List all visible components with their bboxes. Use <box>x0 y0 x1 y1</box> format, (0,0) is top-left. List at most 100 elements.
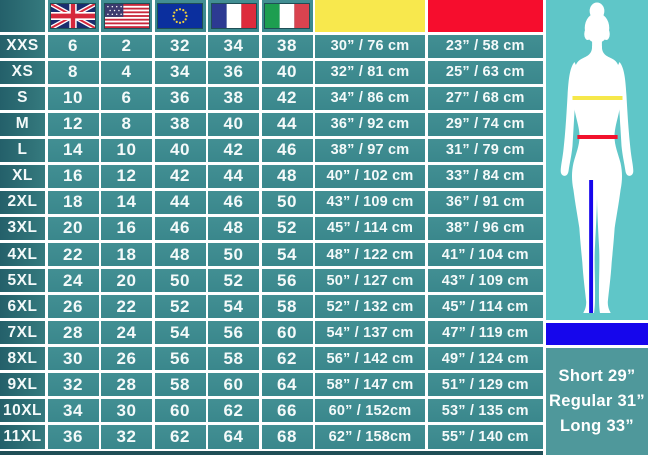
size-label-cell: L <box>0 138 45 163</box>
size-value-cell: 18 <box>47 190 99 215</box>
size-value-cell: 22 <box>101 294 152 319</box>
inseam-length-panel: Short 29” Regular 31” Long 33” <box>546 348 648 455</box>
measurement-cell: 29” / 74 cm <box>427 112 543 137</box>
size-value-cell: 48 <box>208 216 259 241</box>
measurement-cell: 38” / 96 cm <box>427 216 543 241</box>
size-value-cell: 28 <box>47 320 99 345</box>
size-value-cell: 22 <box>47 242 99 267</box>
chest-column-header-cell <box>315 0 425 32</box>
size-label-cell: 8XL <box>0 346 45 371</box>
size-value-cell: 30 <box>101 398 152 423</box>
length-option-short: Short 29” <box>558 367 636 385</box>
size-value-cell: 60 <box>154 398 206 423</box>
measurement-cell: 25” / 63 cm <box>427 60 543 85</box>
measurement-cell: 41” / 104 cm <box>427 242 543 267</box>
size-value-cell: 52 <box>154 294 206 319</box>
size-value-cell: 56 <box>208 320 259 345</box>
size-label-cell: 4XL <box>0 242 45 267</box>
size-value-cell: 36 <box>208 60 259 85</box>
length-option-long: Long 33” <box>560 417 634 435</box>
measurement-cell: 49” / 124 cm <box>427 346 543 371</box>
eu-flag-icon <box>157 3 203 29</box>
size-value-cell: 40 <box>208 112 259 137</box>
size-value-cell: 44 <box>154 190 206 215</box>
measurement-cell: 43” / 109 cm <box>315 190 425 215</box>
measurement-cell: 53” / 135 cm <box>427 398 543 423</box>
length-option-regular: Regular 31” <box>549 392 645 410</box>
size-label-cell: 9XL <box>0 372 45 397</box>
size-value-cell: 52 <box>261 216 313 241</box>
measurement-cell: 54” / 137 cm <box>315 320 425 345</box>
blue-divider-bar <box>546 323 648 345</box>
size-chart-table: XXS 6 2 32 34 38 30” / 76 cm 23” / 58 cm XS 8 4 34 3… <box>0 0 543 455</box>
size-value-cell: 48 <box>154 242 206 267</box>
size-value-cell: 10 <box>47 86 99 111</box>
size-value-cell: 16 <box>47 164 99 189</box>
size-value-cell: 4 <box>101 60 152 85</box>
size-value-cell: 38 <box>154 112 206 137</box>
size-value-cell: 18 <box>101 242 152 267</box>
female-body-silhouette-icon <box>560 2 634 313</box>
size-value-cell: 46 <box>261 138 313 163</box>
size-value-cell: 36 <box>154 86 206 111</box>
size-grid: XXS 6 2 32 34 38 30” / 76 cm 23” / 58 cm XS 8 4 34 3… <box>0 0 543 449</box>
size-value-cell: 66 <box>261 398 313 423</box>
size-label-cell: XL <box>0 164 45 189</box>
size-value-cell: 20 <box>101 268 152 293</box>
size-value-cell: 20 <box>47 216 99 241</box>
size-value-cell: 42 <box>261 86 313 111</box>
size-label-cell: 11XL <box>0 424 45 449</box>
size-value-cell: 56 <box>154 346 206 371</box>
size-value-cell: 42 <box>208 138 259 163</box>
size-value-cell: 34 <box>208 34 259 59</box>
size-value-cell: 62 <box>154 424 206 449</box>
size-value-cell: 60 <box>261 320 313 345</box>
size-value-cell: 40 <box>261 60 313 85</box>
size-value-cell: 6 <box>47 34 99 59</box>
size-value-cell: 30 <box>47 346 99 371</box>
size-value-cell: 58 <box>208 346 259 371</box>
france-column-header-cell <box>208 0 259 32</box>
size-label-cell: 6XL <box>0 294 45 319</box>
measurement-cell: 30” / 76 cm <box>315 34 425 59</box>
size-value-cell: 8 <box>47 60 99 85</box>
size-value-cell: 60 <box>208 372 259 397</box>
size-value-cell: 68 <box>261 424 313 449</box>
size-value-cell: 32 <box>101 424 152 449</box>
size-value-cell: 36 <box>47 424 99 449</box>
eu-column-header-cell <box>154 0 206 32</box>
measurement-cell: 55” / 140 cm <box>427 424 543 449</box>
size-value-cell: 8 <box>101 112 152 137</box>
measurement-guide-panel: Short 29” Regular 31” Long 33” <box>546 0 648 455</box>
size-value-cell: 56 <box>261 268 313 293</box>
size-value-cell: 24 <box>101 320 152 345</box>
size-label-cell: S <box>0 86 45 111</box>
size-value-cell: 54 <box>208 294 259 319</box>
size-label-cell: XS <box>0 60 45 85</box>
size-value-cell: 32 <box>154 34 206 59</box>
measurement-cell: 33” / 84 cm <box>427 164 543 189</box>
size-value-cell: 46 <box>208 190 259 215</box>
measurement-cell: 52” / 132 cm <box>315 294 425 319</box>
size-value-cell: 6 <box>101 86 152 111</box>
measurement-cell: 45” / 114 cm <box>427 294 543 319</box>
us-column-header-cell <box>101 0 152 32</box>
italy-flag-icon <box>264 3 310 29</box>
measurement-cell: 51” / 129 cm <box>427 372 543 397</box>
measurement-cell: 50” / 127 cm <box>315 268 425 293</box>
size-value-cell: 34 <box>47 398 99 423</box>
size-value-cell: 64 <box>208 424 259 449</box>
us-flag-icon <box>103 3 150 29</box>
size-value-cell: 42 <box>154 164 206 189</box>
size-value-cell: 38 <box>261 34 313 59</box>
size-value-cell: 54 <box>261 242 313 267</box>
uk-flag-icon <box>50 3 96 29</box>
size-value-cell: 40 <box>154 138 206 163</box>
size-value-cell: 50 <box>154 268 206 293</box>
measurement-cell: 47” / 119 cm <box>427 320 543 345</box>
size-value-cell: 14 <box>101 190 152 215</box>
measurement-cell: 43” / 109 cm <box>427 268 543 293</box>
size-value-cell: 14 <box>47 138 99 163</box>
size-value-cell: 12 <box>47 112 99 137</box>
